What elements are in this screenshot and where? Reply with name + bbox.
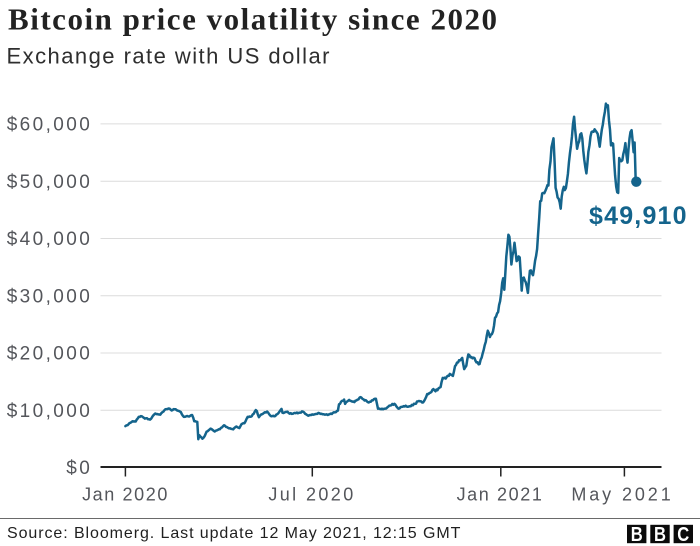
- svg-text:Exchange rate with US dollar: Exchange rate with US dollar: [7, 44, 330, 69]
- svg-text:May 2021: May 2021: [571, 485, 673, 505]
- svg-text:Jan 2021: Jan 2021: [457, 485, 544, 505]
- svg-text:$49,910: $49,910: [589, 202, 688, 230]
- svg-text:$30,000: $30,000: [7, 286, 92, 307]
- svg-text:B: B: [631, 524, 643, 546]
- svg-text:B: B: [654, 524, 666, 546]
- svg-text:Bitcoin price volatility since: Bitcoin price volatility since 2020: [8, 2, 497, 37]
- svg-text:$10,000: $10,000: [7, 401, 92, 422]
- svg-text:$40,000: $40,000: [7, 229, 92, 250]
- svg-text:$0: $0: [66, 458, 92, 479]
- svg-text:$20,000: $20,000: [7, 344, 92, 365]
- svg-text:$60,000: $60,000: [7, 115, 92, 136]
- svg-text:$50,000: $50,000: [7, 172, 92, 193]
- svg-text:Jan 2020: Jan 2020: [82, 485, 169, 505]
- svg-text:C: C: [677, 524, 689, 546]
- svg-text:Source: Bloomerg. Last update: Source: Bloomerg. Last update 12 May 202…: [7, 525, 461, 542]
- svg-text:Jul 2020: Jul 2020: [268, 485, 355, 505]
